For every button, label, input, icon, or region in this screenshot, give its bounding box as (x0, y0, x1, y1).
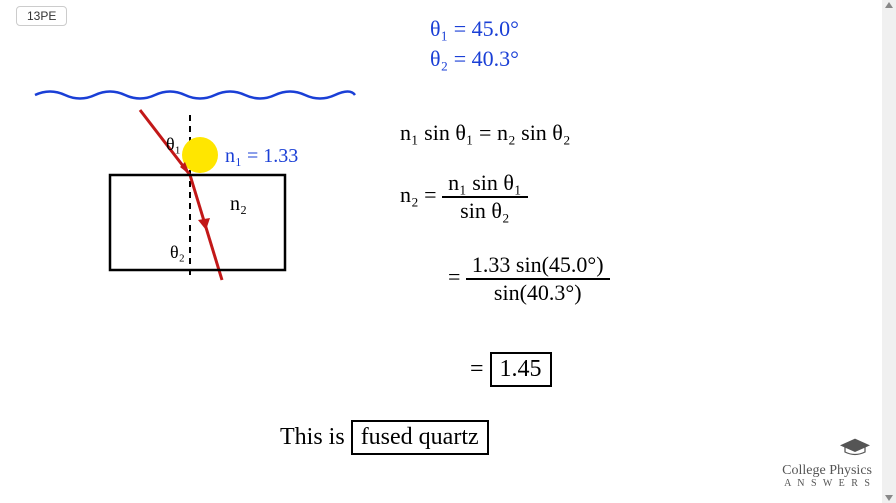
problem-badge: 13PE (16, 6, 67, 26)
highlight-dot (182, 137, 218, 173)
scroll-up-icon[interactable] (885, 2, 893, 8)
conclusion-box: fused quartz (351, 420, 489, 455)
given-theta1: θ₁ = 45.0° (430, 16, 519, 42)
logo-line1: College Physics (782, 464, 872, 479)
calc-denominator: sin(40.3°) (466, 278, 610, 306)
scroll-down-icon[interactable] (885, 495, 893, 501)
result-box: 1.45 (490, 352, 552, 387)
snell-law: n₁ sin θ₁ = n₂ sin θ₂ (400, 120, 571, 146)
site-logo: College Physics A N S W E R S (782, 437, 872, 489)
n2-label: n₂ (230, 193, 247, 215)
conclusion-lead: This is (280, 424, 345, 450)
logo-line2: A N S W E R S (782, 479, 872, 490)
n1-label: n₁ = 1.33 (225, 145, 298, 167)
water-surface (35, 92, 355, 99)
refraction-diagram: θ₁ n₁ = 1.33 n₂ θ₂ (30, 70, 360, 300)
result-line: = 1.45 (470, 352, 552, 387)
n2-numerator: n₁ sin θ₁ (442, 170, 528, 196)
calc-equation: = 1.33 sin(45.0°) sin(40.3°) (448, 252, 610, 306)
theta2-symbol: θ₂ (170, 242, 185, 262)
theta1-symbol: θ₁ (166, 134, 181, 154)
given-theta2: θ₂ = 40.3° (430, 46, 519, 72)
conclusion-line: This is fused quartz (280, 420, 489, 455)
n2-denominator: sin θ₂ (442, 196, 528, 224)
vertical-scrollbar[interactable] (882, 0, 896, 503)
calc-numerator: 1.33 sin(45.0°) (466, 252, 610, 278)
n2-lhs: n₂ = (400, 182, 437, 207)
refracted-arrowhead (198, 218, 210, 230)
graduation-cap-icon (838, 437, 872, 457)
calc-fraction: 1.33 sin(45.0°) sin(40.3°) (466, 252, 610, 306)
calc-equals: = (448, 264, 460, 289)
refraction-block (110, 175, 285, 270)
n2-fraction: n₁ sin θ₁ sin θ₂ (442, 170, 528, 224)
result-equals: = (470, 356, 484, 382)
n2-equation: n₂ = n₁ sin θ₁ sin θ₂ (400, 170, 528, 224)
